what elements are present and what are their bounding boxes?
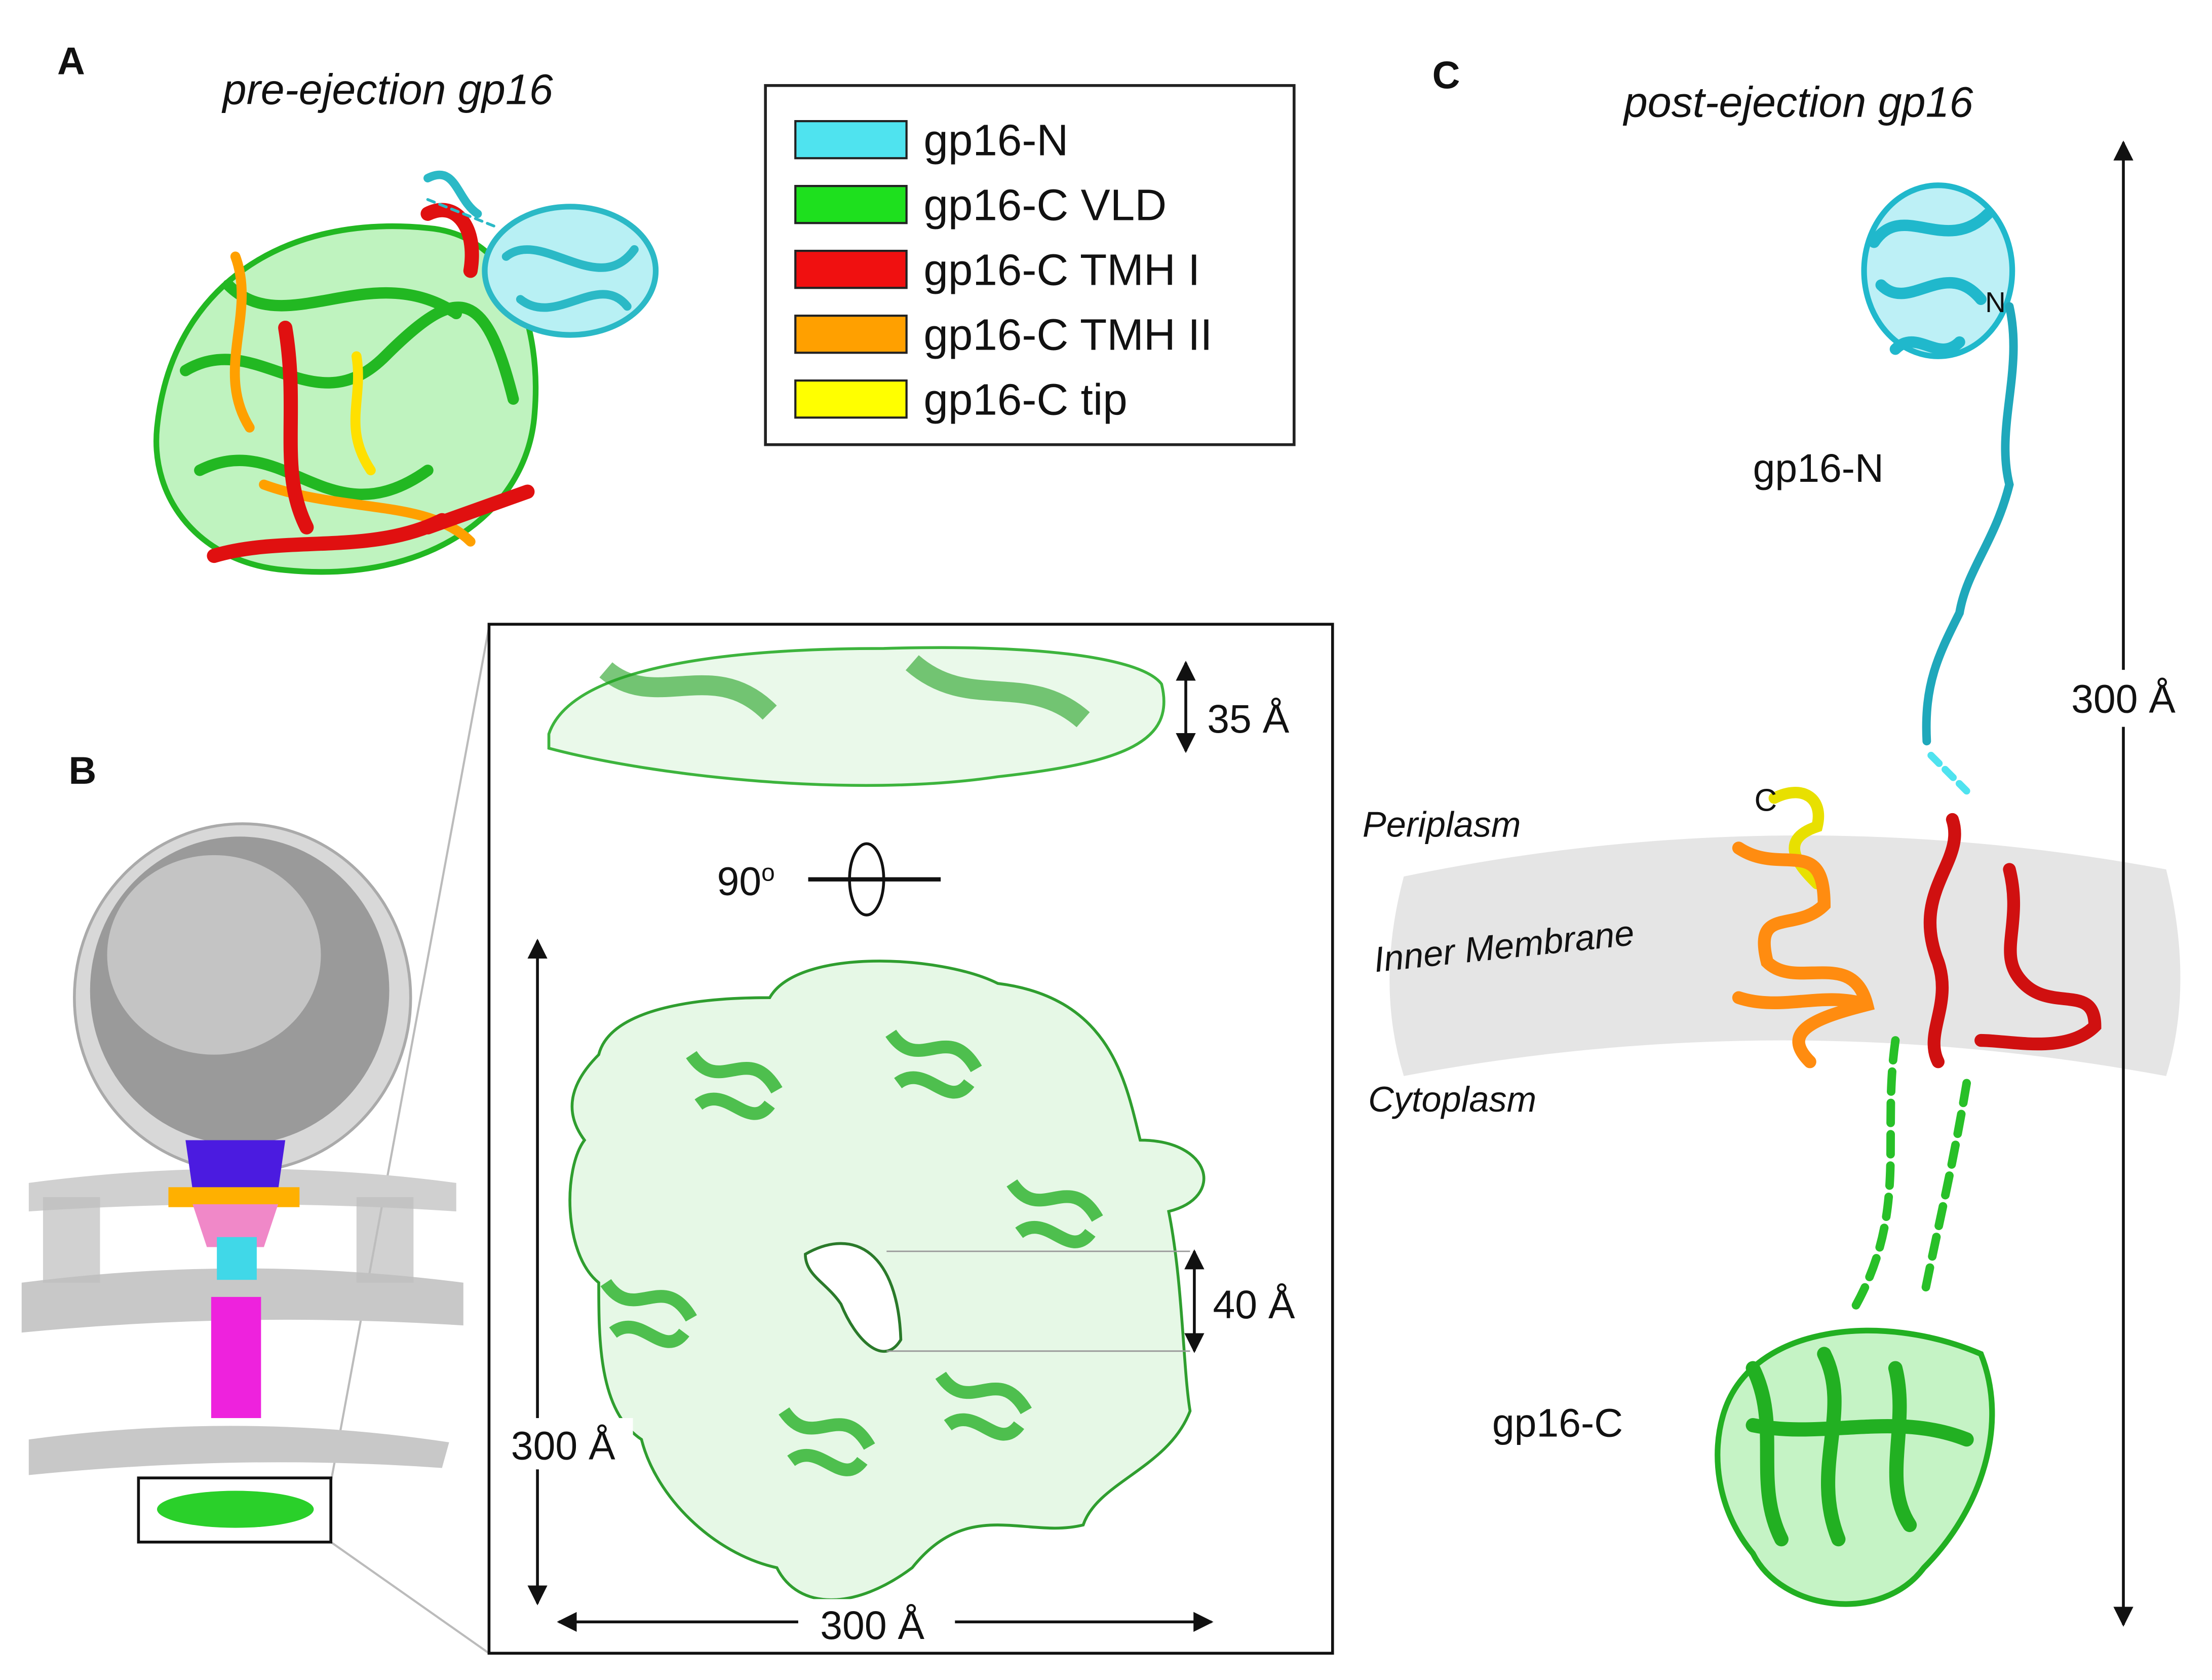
phage-tomogram [21,627,490,1654]
panel-title: post-ejection gp16 [1622,79,1973,126]
legend-swatch [794,120,908,160]
dimension-label: 300 Å [511,1424,615,1468]
panel-label: B [69,749,97,792]
legend-label: gp16-C VLD [923,181,1167,230]
legend-label: gp16-N [923,116,1068,165]
legend-swatch [794,249,908,289]
dimension-label: 35 Å [1207,697,1289,741]
legend-swatch [794,379,908,419]
rotation-symbol [808,842,941,917]
domain-label: gp16-C [1492,1401,1623,1445]
rotation-angle: 90 [717,859,762,904]
legend-label: gp16-C TMH I [923,246,1200,295]
rotation-label: 90o [717,859,775,904]
panel-label: C [1432,54,1460,97]
terminus-label: N [1985,286,2006,318]
region-label: Cytoplasm [1368,1079,1536,1119]
dimension-label: 300 Å [820,1603,924,1648]
legend-swatch [794,314,908,354]
rotation-degree: o [761,859,775,886]
dimension-label: 300 Å [2071,677,2176,721]
legend-label: gp16-C tip [923,375,1127,425]
region-label: Periplasm [1363,804,1521,844]
domain-label: gp16-N [1753,446,1884,490]
legend-swatch [794,184,908,224]
legend-label: gp16-C TMH II [923,311,1212,360]
ring-top-view [547,646,1166,787]
ring-bottom-view [568,960,1206,1601]
legend: gp16-N gp16-C VLD gp16-C TMH I gp16-C TMH I… [794,116,1213,425]
pre-ejection-structure [153,170,659,575]
panel-title: pre-ejection gp16 [221,65,553,113]
terminus-label: C [1754,783,1777,818]
zoom-box [487,623,1334,1655]
panel-label: A [57,40,85,83]
dimension-label: 40 Å [1213,1282,1295,1327]
post-ejection-structure [1715,182,2102,1607]
legend-box [764,84,1296,446]
membrane [1389,835,2181,1076]
